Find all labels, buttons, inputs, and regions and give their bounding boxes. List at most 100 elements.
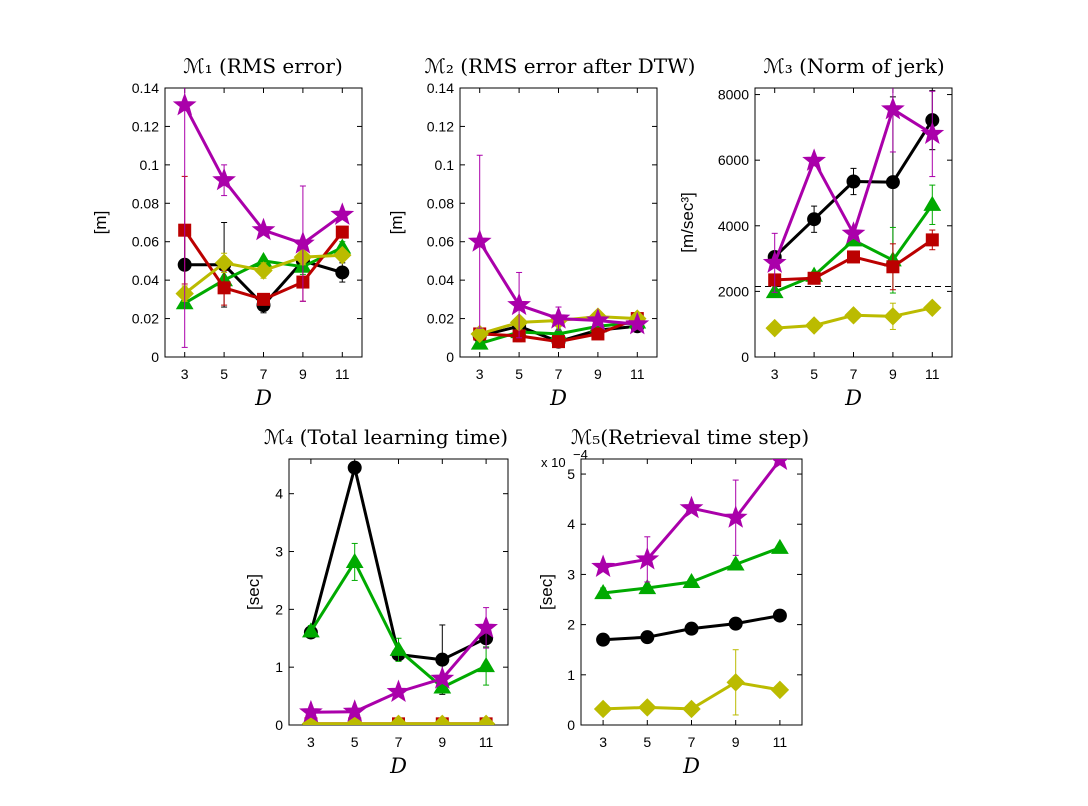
series-diamond bbox=[301, 714, 496, 725]
series-group bbox=[172, 88, 355, 348]
x-axis-label: D bbox=[844, 386, 862, 410]
data-point-diamond bbox=[923, 298, 942, 317]
x-tick-label: 7 bbox=[555, 366, 563, 382]
data-point-circle bbox=[335, 265, 350, 280]
series-star bbox=[299, 607, 498, 723]
chart-title: ℳ₄ (Total learning time) bbox=[264, 425, 508, 449]
x-tick-label: 3 bbox=[771, 366, 779, 382]
x-tick-label: 11 bbox=[479, 734, 494, 750]
series-group bbox=[299, 460, 498, 725]
y-axis-label: [m] bbox=[387, 211, 406, 235]
data-point-square bbox=[335, 225, 349, 239]
series-triangle bbox=[302, 542, 495, 694]
chart-title: ℳ₅(Retrieval time step) bbox=[571, 425, 809, 449]
chart-panel-3: ℳ₃ (Norm of jerk) 0 2000 4000 6000 8000 3 5 7 9 11… bbox=[678, 54, 953, 410]
data-point-star bbox=[291, 231, 315, 254]
data-point-triangle bbox=[594, 584, 612, 600]
data-point-square bbox=[591, 327, 605, 341]
y-tick-label: 2 bbox=[567, 617, 575, 633]
x-tick-label: 3 bbox=[307, 734, 315, 750]
data-point-diamond bbox=[254, 261, 273, 280]
x-tick-label: 3 bbox=[599, 734, 607, 750]
chart-panel-1: ℳ₁ (RMS error) 0 0.02 0.04 0.06 0.08 0.1 0.12 0.… bbox=[91, 54, 363, 410]
y-tick-label: 3 bbox=[275, 544, 283, 560]
x-tick-label: 3 bbox=[181, 366, 189, 382]
data-point-square bbox=[925, 233, 939, 247]
x-tick-label: 11 bbox=[925, 366, 940, 382]
y-tick-label: 2 bbox=[275, 601, 283, 617]
y-tick-label: 5 bbox=[567, 466, 575, 482]
data-point-star bbox=[635, 546, 660, 570]
series-star bbox=[467, 154, 650, 339]
series-circle bbox=[596, 608, 787, 647]
data-point-star bbox=[679, 495, 704, 519]
data-point-star bbox=[546, 306, 571, 329]
data-point-star bbox=[841, 221, 866, 244]
y-tick-label: 0.06 bbox=[427, 234, 454, 250]
data-point-diamond bbox=[333, 245, 352, 265]
data-point-circle bbox=[435, 652, 450, 667]
y-axis-multiplier: x 10 bbox=[541, 455, 566, 470]
data-point-star bbox=[342, 699, 367, 722]
x-tick-label: 9 bbox=[594, 366, 602, 382]
chart-panel-2: ℳ₂ (RMS error after DTW) 0 0.02 0.04 0.06 0.0… bbox=[387, 54, 695, 410]
chart-panel-4: ℳ₄ (Total learning time) 0 1 2 3 4 3 5 7 9 11 D [sec… bbox=[244, 425, 509, 778]
x-tick-label: 9 bbox=[299, 366, 307, 382]
series-group bbox=[467, 154, 650, 350]
data-point-triangle bbox=[771, 538, 789, 554]
x-tick-label: 9 bbox=[889, 366, 897, 382]
y-tick-label: 0 bbox=[275, 717, 283, 733]
chart-title: ℳ₃ (Norm of jerk) bbox=[763, 54, 944, 78]
y-tick-label: 4 bbox=[275, 486, 283, 502]
y-tick-label: 0 bbox=[446, 349, 454, 365]
series-triangle bbox=[594, 538, 789, 600]
data-point-star bbox=[467, 229, 492, 252]
data-point-diamond bbox=[726, 673, 745, 692]
data-point-circle bbox=[640, 630, 655, 645]
x-tick-label: 5 bbox=[515, 366, 523, 382]
data-point-star bbox=[507, 292, 531, 316]
data-point-square bbox=[552, 335, 565, 349]
y-tick-label: 1 bbox=[275, 659, 283, 675]
data-point-triangle bbox=[726, 555, 745, 571]
x-tick-label: 11 bbox=[630, 366, 645, 382]
data-point-star bbox=[771, 459, 789, 471]
data-point-diamond bbox=[433, 714, 452, 725]
y-tick-label: 6000 bbox=[718, 152, 749, 168]
x-axis-label: D bbox=[254, 386, 272, 410]
data-point-star bbox=[212, 167, 236, 191]
x-tick-label: 7 bbox=[688, 734, 696, 750]
series-group bbox=[762, 88, 945, 338]
data-point-square bbox=[847, 250, 860, 264]
data-point-square bbox=[807, 271, 821, 285]
y-tick-label: 0.02 bbox=[132, 311, 159, 327]
y-tick-label: 0.12 bbox=[132, 118, 159, 134]
data-point-diamond bbox=[804, 316, 824, 335]
data-point-diamond bbox=[389, 714, 408, 725]
y-tick-label: 4 bbox=[567, 516, 575, 532]
data-point-star bbox=[386, 679, 411, 703]
x-tick-label: 5 bbox=[643, 734, 651, 750]
x-axis-label: D bbox=[389, 754, 407, 778]
y-tick-label: 0.14 bbox=[132, 80, 159, 96]
data-point-circle bbox=[885, 175, 900, 190]
y-tick-label: 0.04 bbox=[427, 272, 454, 288]
series-star bbox=[591, 459, 789, 583]
data-point-star bbox=[430, 666, 455, 689]
data-point-circle bbox=[772, 608, 787, 623]
data-point-star bbox=[881, 96, 905, 120]
data-point-star bbox=[625, 311, 650, 335]
data-point-diamond bbox=[470, 324, 489, 344]
data-point-star bbox=[723, 505, 748, 528]
data-point-diamond bbox=[682, 699, 701, 719]
series-group bbox=[591, 459, 790, 719]
x-tick-label: 9 bbox=[438, 734, 446, 750]
x-axis-label: D bbox=[682, 754, 700, 778]
y-tick-label: 2000 bbox=[718, 283, 749, 299]
data-point-diamond bbox=[476, 714, 496, 725]
data-point-triangle bbox=[638, 578, 657, 595]
data-point-circle bbox=[846, 174, 861, 189]
y-tick-label: 0.08 bbox=[132, 195, 159, 211]
data-point-square bbox=[886, 260, 900, 274]
